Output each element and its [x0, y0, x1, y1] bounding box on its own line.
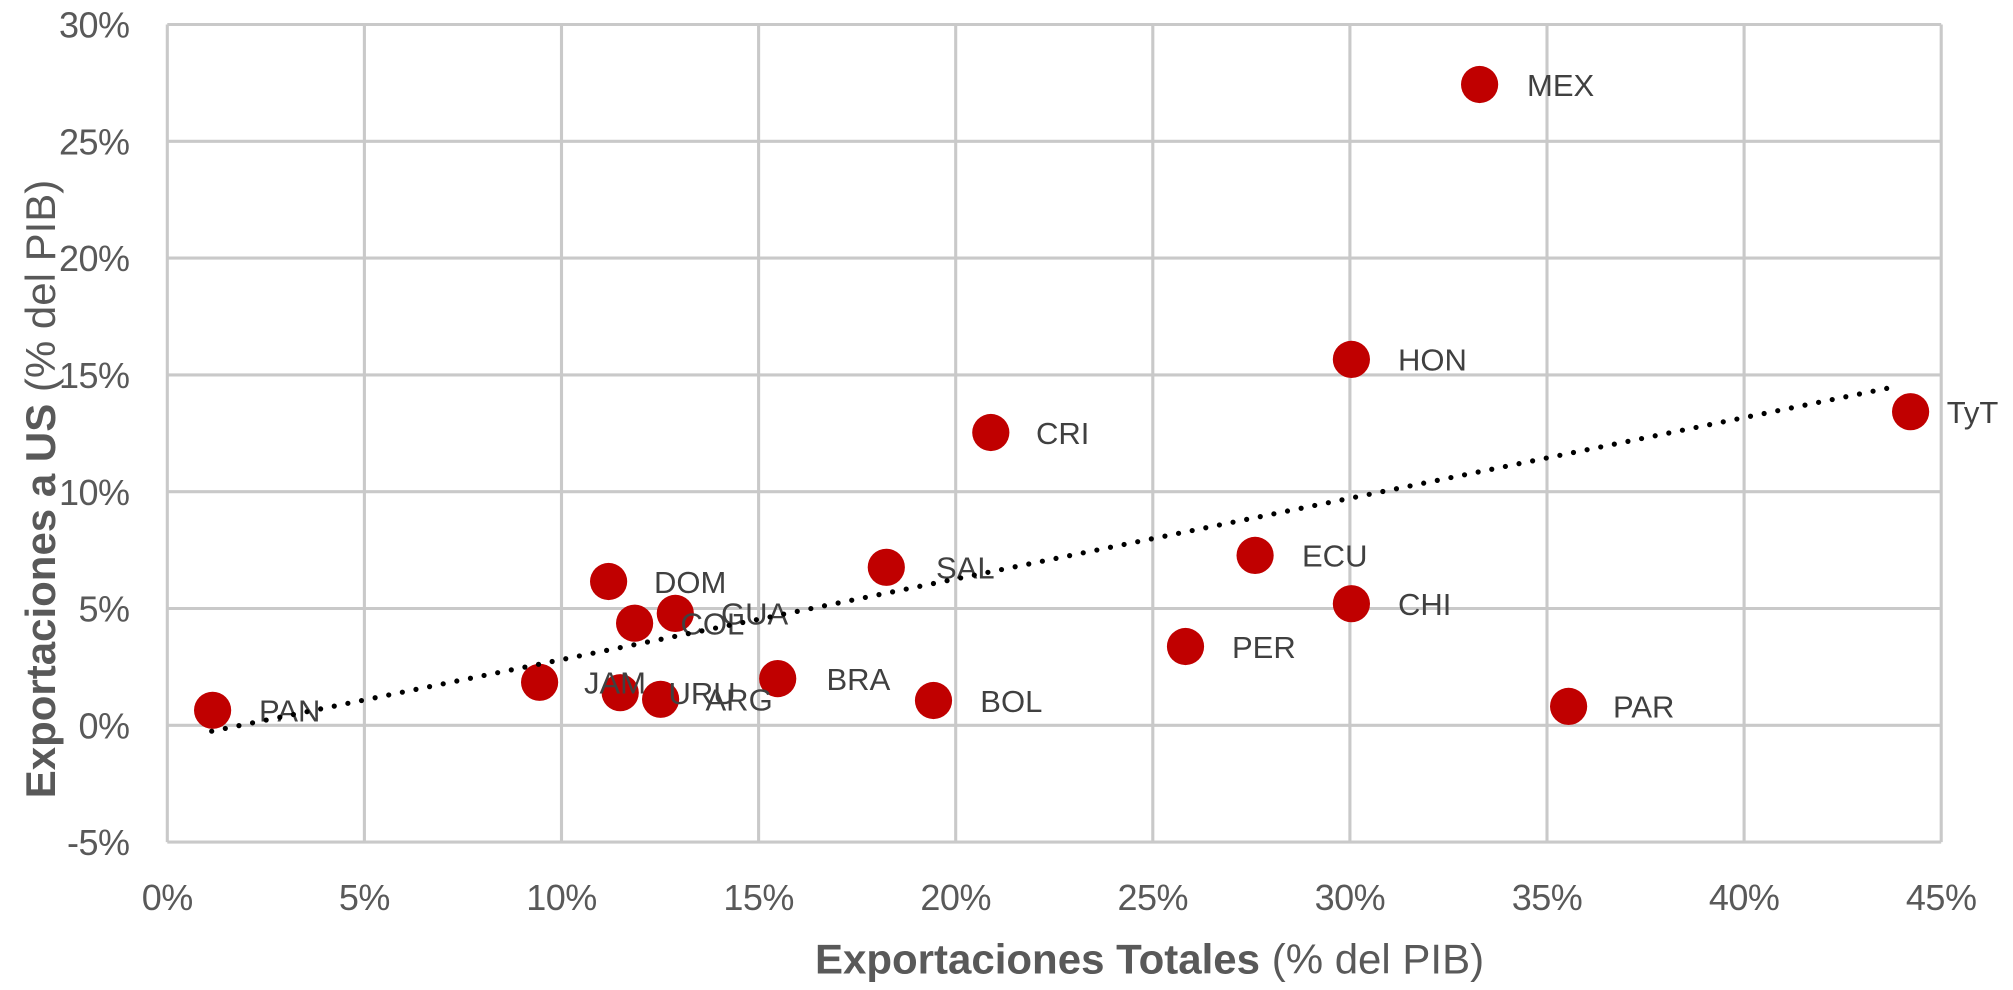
svg-text:CRI: CRI [1036, 416, 1089, 451]
svg-text:BRA: BRA [827, 662, 891, 697]
svg-text:TyT: TyT [1947, 395, 1999, 430]
svg-text:HON: HON [1398, 343, 1467, 378]
svg-text:URU: URU [669, 676, 736, 711]
svg-text:45%: 45% [1906, 877, 1977, 918]
svg-text:10%: 10% [526, 877, 597, 918]
svg-text:20%: 20% [59, 238, 130, 279]
svg-text:ECU: ECU [1302, 539, 1367, 574]
svg-text:PER: PER [1232, 630, 1296, 665]
svg-text:DOM: DOM [654, 565, 726, 600]
svg-text:15%: 15% [59, 355, 130, 396]
svg-text:10%: 10% [59, 472, 130, 513]
svg-text:20%: 20% [920, 877, 991, 918]
svg-text:30%: 30% [59, 5, 130, 46]
svg-text:5%: 5% [339, 877, 390, 918]
svg-text:0%: 0% [142, 877, 193, 918]
svg-text:40%: 40% [1709, 877, 1780, 918]
svg-text:-5%: -5% [67, 822, 130, 863]
svg-text:25%: 25% [1118, 877, 1189, 918]
svg-text:ARG: ARG [706, 683, 773, 718]
svg-text:COL: COL [681, 607, 745, 642]
svg-text:25%: 25% [59, 121, 130, 162]
svg-text:CHI: CHI [1398, 587, 1451, 622]
svg-text:5%: 5% [78, 589, 129, 630]
svg-text:MEX: MEX [1527, 68, 1595, 103]
svg-text:Exportaciones a US (% del PIB): Exportaciones a US (% del PIB) [17, 180, 64, 799]
svg-text:PAN: PAN [259, 694, 320, 729]
svg-text:PAR: PAR [1613, 690, 1674, 725]
svg-text:0%: 0% [78, 705, 129, 746]
svg-text:JAM: JAM [584, 666, 646, 701]
svg-text:Exportaciones Totales (% del P: Exportaciones Totales (% del PIB) [815, 936, 1484, 983]
svg-text:15%: 15% [723, 877, 794, 918]
svg-text:GUA: GUA [721, 597, 789, 632]
svg-text:35%: 35% [1512, 877, 1583, 918]
svg-text:30%: 30% [1315, 877, 1386, 918]
svg-text:BOL: BOL [980, 684, 1042, 719]
